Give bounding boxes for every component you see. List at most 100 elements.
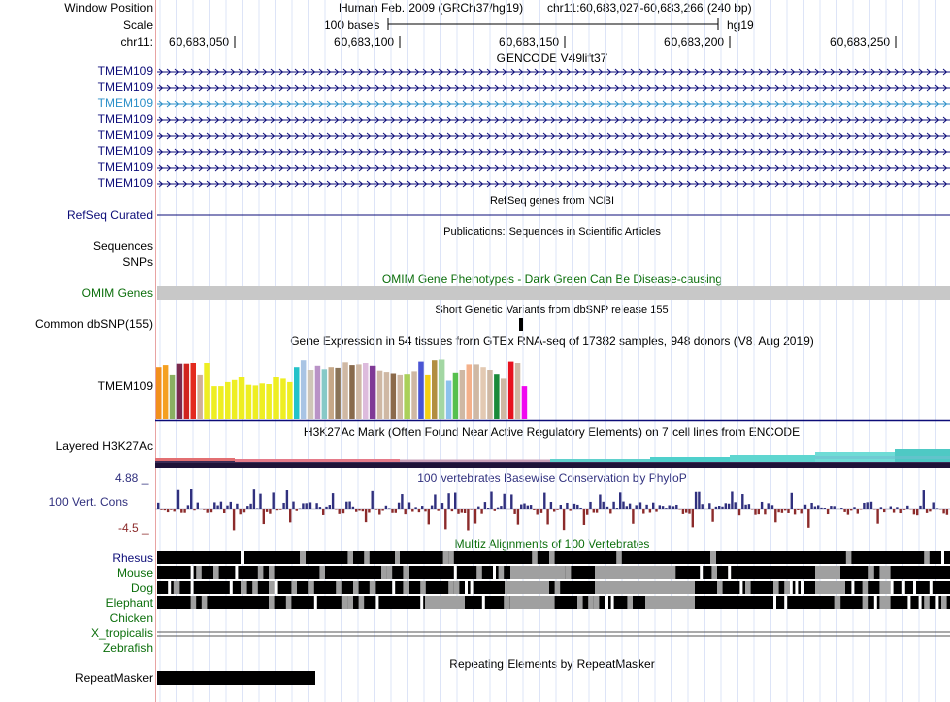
track-image[interactable]	[155, 0, 950, 702]
gtex-tissue-bar	[287, 381, 293, 419]
ruler-tick-label: 60,683,150	[499, 35, 560, 49]
gtex-tissue-bar	[507, 361, 514, 419]
gtex-tissue-bar	[245, 384, 252, 419]
gtex-tissue-bar	[273, 377, 279, 419]
gtex-tissue-bar	[294, 367, 300, 419]
gencode-transcript	[157, 68, 950, 76]
dbsnp-track-title: Short Genetic Variants from dbSNP releas…	[435, 304, 669, 316]
gtex-tissue-bar	[280, 378, 286, 419]
gtex-tissue-bar	[204, 363, 210, 419]
gtex-tissue-bar	[363, 363, 369, 419]
gtex-tissue-bar	[501, 378, 507, 419]
multiz-track-title: Multiz Alignments of 100 Vertebrates	[454, 537, 650, 551]
gencode-transcript-label[interactable]: TMEM109	[97, 112, 153, 126]
snps-label[interactable]: SNPs	[122, 255, 153, 269]
gtex-tissue-bar	[432, 360, 438, 419]
gtex-tissue-bar	[252, 385, 259, 419]
gtex-tissue-bar	[494, 374, 500, 419]
gtex-tissue-bar	[342, 362, 348, 419]
cons-max-label: 4.88 _	[115, 471, 149, 485]
gencode-transcript-label[interactable]: TMEM109	[97, 144, 153, 158]
multiz-species-chicken[interactable]: Chicken	[109, 611, 153, 625]
cons-wiggle	[155, 489, 950, 531]
scale-label: Scale	[122, 18, 153, 32]
refseq-label[interactable]: RefSeq Curated	[66, 208, 153, 222]
gencode-transcript	[157, 116, 950, 124]
multiz-species-elephant[interactable]: Elephant	[105, 596, 153, 610]
gtex-tissue-bar	[349, 365, 355, 419]
ruler-tick-label: 60,683,200	[664, 35, 725, 49]
gtex-tissue-bar	[197, 374, 203, 419]
repeatmasker-track-title: Repeating Elements by RepeatMasker	[449, 657, 655, 671]
gtex-tissue-bar	[521, 386, 528, 419]
multiz-species-mouse[interactable]: Mouse	[116, 566, 153, 580]
gtex-tissue-bar	[411, 371, 417, 419]
gtex-tissue-bar	[300, 360, 307, 419]
gtex-tissue-bar	[321, 369, 328, 419]
gencode-transcript-label[interactable]: TMEM109	[97, 160, 153, 174]
gtex-tissue-bar	[418, 361, 424, 419]
gtex-tissue-bar	[466, 364, 472, 419]
gtex-tissue-bar	[266, 384, 272, 419]
dbsnp-label[interactable]: Common dbSNP(155)	[34, 317, 153, 331]
assembly-text: Human Feb. 2009 (GRCh37/hg19)	[339, 1, 524, 15]
gtex-tissue-bar	[231, 379, 238, 419]
omim-label[interactable]: OMIM Genes	[81, 286, 153, 300]
gtex-tissue-bar	[259, 383, 265, 419]
gtex-tissue-bar	[218, 386, 224, 419]
multiz-species-rhesus[interactable]: Rhesus	[112, 551, 153, 565]
gencode-transcript	[157, 180, 950, 188]
gtex-tissue-bar	[480, 367, 486, 419]
gtex-tissue-bar	[176, 363, 183, 419]
multiz-species-x_tropicalis[interactable]: X_tropicalis	[90, 626, 153, 640]
gtex-tissue-bar	[190, 363, 196, 419]
gtex-tissue-bar	[156, 367, 162, 419]
ruler-tick-label: 60,683,100	[334, 35, 395, 49]
gtex-tissue-bar	[211, 386, 217, 419]
gencode-transcript-label[interactable]: TMEM109	[97, 176, 153, 190]
multiz-alignment-row	[157, 551, 950, 564]
gencode-transcript-label[interactable]: TMEM109	[97, 128, 153, 142]
cons-label[interactable]: 100 Vert. Cons	[48, 495, 128, 509]
gencode-track-title: GENCODE V49lift37	[496, 51, 608, 65]
gencode-transcript	[157, 164, 950, 172]
window-position-label: Window Position	[64, 1, 153, 15]
cons-min-label: -4.5 _	[118, 521, 149, 535]
h3k27ac-label[interactable]: Layered H3K27Ac	[55, 439, 153, 453]
chrom-label: chr11:	[120, 35, 153, 49]
gtex-tissue-bar	[514, 363, 521, 419]
gtex-tissue-bar	[438, 359, 445, 419]
gtex-tissue-bar	[238, 377, 245, 419]
gtex-tissue-bar	[404, 374, 410, 419]
gtex-label[interactable]: TMEM109	[97, 379, 153, 393]
repeatmasker-label[interactable]: RepeatMasker	[74, 671, 153, 685]
db-text: hg19	[727, 18, 754, 32]
gencode-transcript	[157, 132, 950, 140]
h3k27ac-layers	[155, 449, 950, 468]
gtex-tissue-bar	[425, 374, 431, 419]
position-text: chr11:60,683,027-60,683,266 (240 bp)	[547, 1, 752, 15]
multiz-species-zebrafish[interactable]: Zebrafish	[102, 641, 153, 655]
repeatmasker-element	[157, 671, 315, 685]
gtex-tissue-bar	[335, 367, 341, 419]
gtex-tissue-bar	[376, 370, 383, 419]
ruler-tick-label: 60,683,250	[830, 35, 891, 49]
multiz-species-dog[interactable]: Dog	[130, 581, 153, 595]
gtex-tissue-bar	[487, 370, 493, 419]
h3k27ac-track-title: H3K27Ac Mark (Often Found Near Active Re…	[303, 425, 801, 439]
gencode-transcript	[157, 84, 950, 92]
sequences-label[interactable]: Sequences	[92, 239, 153, 253]
dbsnp-variant	[519, 318, 523, 331]
gencode-transcript-label[interactable]: TMEM109	[97, 80, 153, 94]
gencode-transcript-label[interactable]: TMEM109	[97, 64, 153, 78]
ruler-tick-label: 60,683,050	[169, 35, 230, 49]
gtex-tissue-bar	[314, 365, 321, 419]
gencode-transcript-label[interactable]: TMEM109	[97, 96, 153, 110]
refseq-track-title: RefSeq genes from NCBI	[489, 195, 615, 207]
multiz-alignment-row	[157, 566, 950, 579]
omim-track-title: OMIM Gene Phenotypes - Dark Green Can Be…	[381, 272, 723, 286]
gtex-tissue-bar	[452, 372, 459, 419]
gencode-transcript	[157, 100, 950, 108]
gtex-tissue-bar	[397, 374, 403, 419]
